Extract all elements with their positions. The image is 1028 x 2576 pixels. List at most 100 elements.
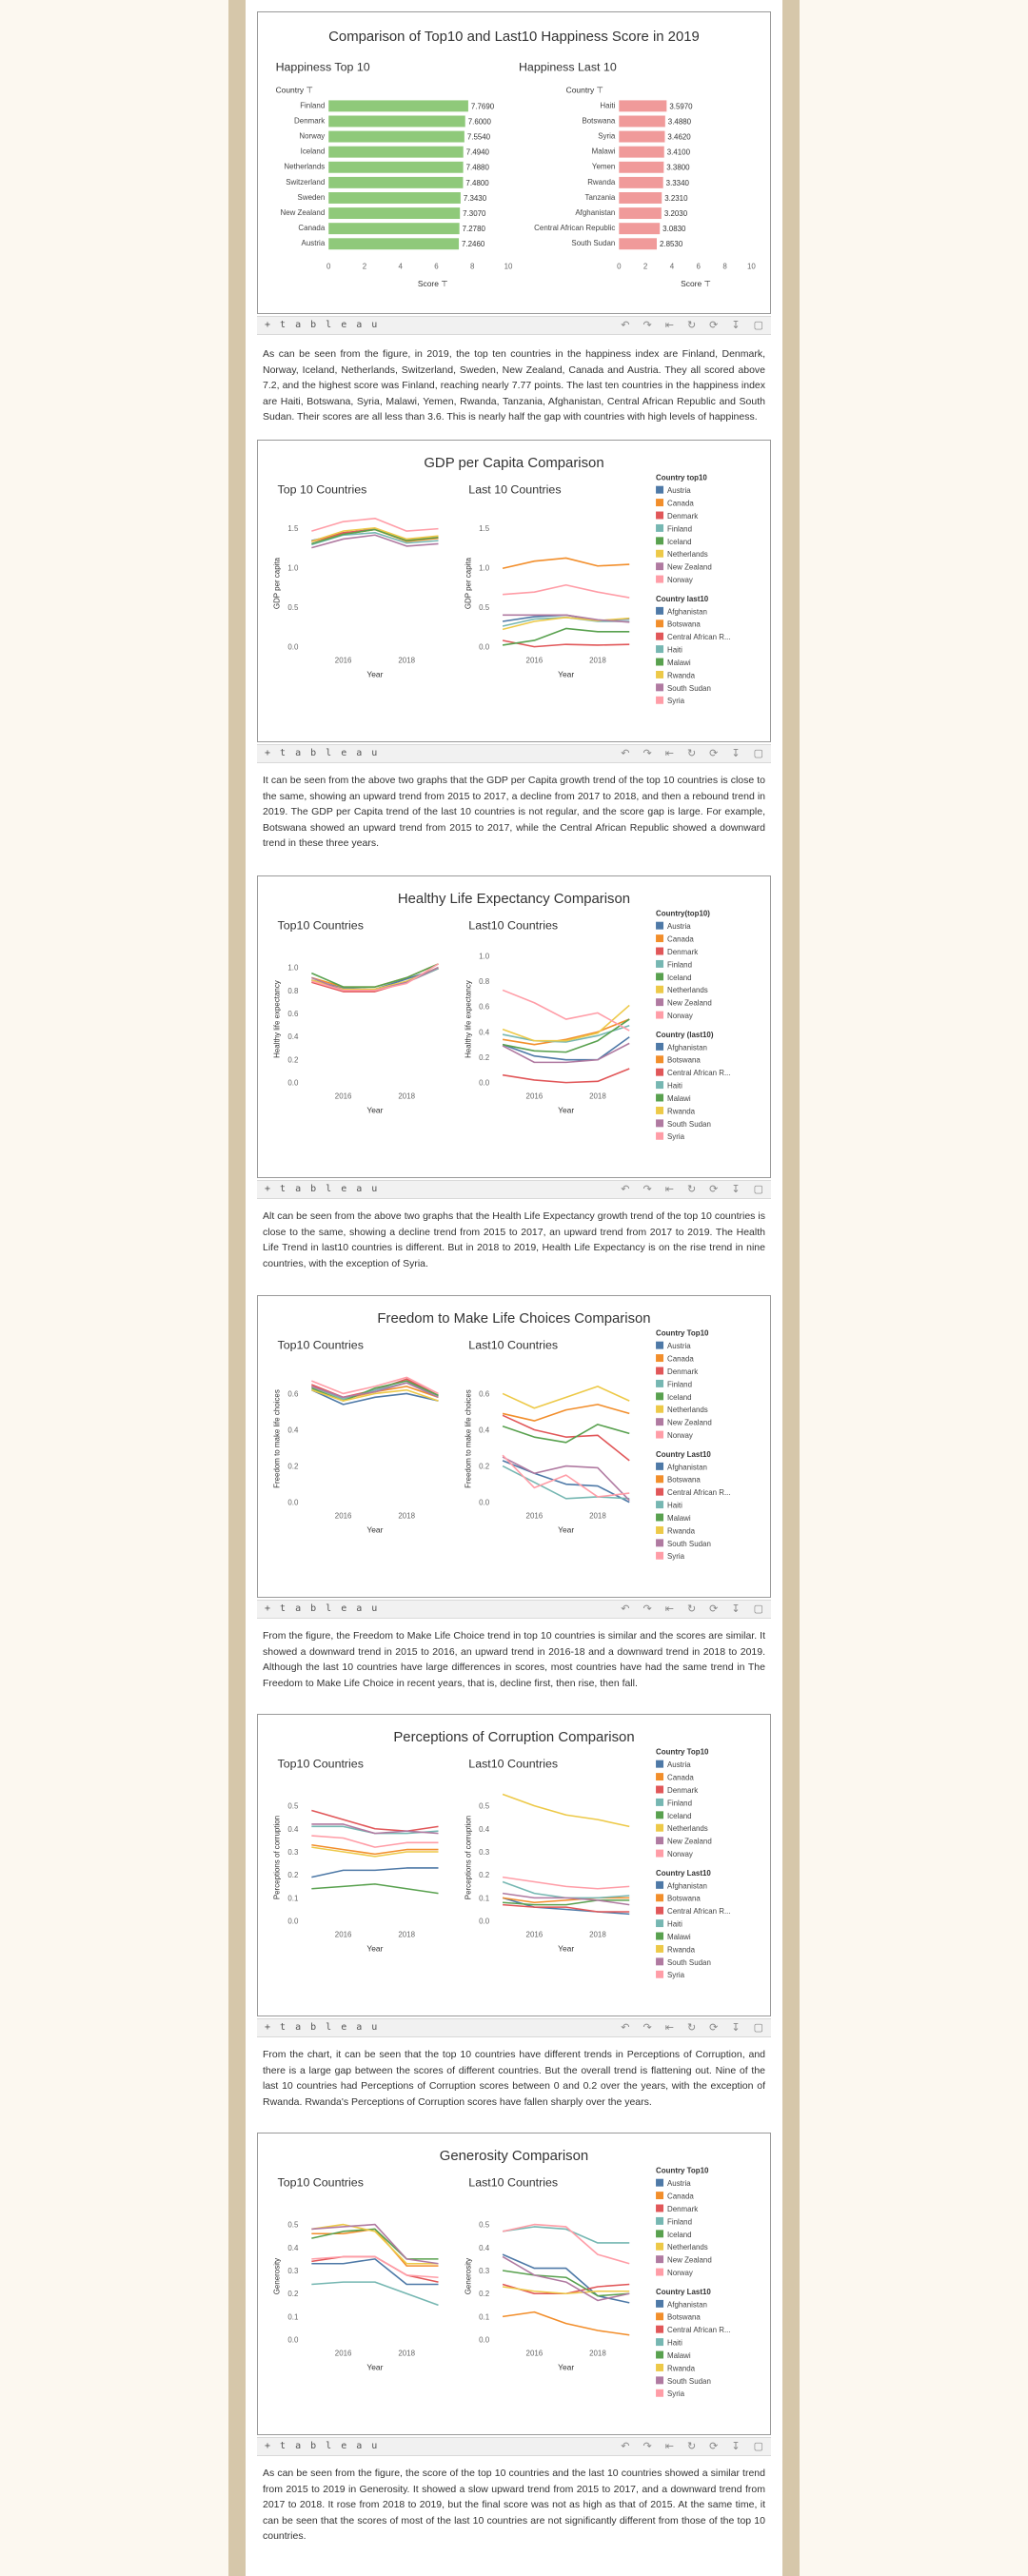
- share-icon[interactable]: ⟳: [709, 1603, 719, 1615]
- fullscreen-icon[interactable]: ▢: [753, 320, 763, 331]
- last10-y-tick-0-2: 0.2: [479, 1871, 490, 1879]
- fullscreen-icon[interactable]: ▢: [753, 1184, 763, 1195]
- gdp-per-capita-comparison-description: It can be seen from the above two graphs…: [263, 775, 765, 849]
- undo-icon[interactable]: ↶: [621, 1184, 630, 1195]
- tableau-logo[interactable]: + t a b l e a u: [265, 2022, 380, 2033]
- share-icon[interactable]: ⟳: [709, 2441, 719, 2452]
- refresh-icon[interactable]: ↻: [686, 1603, 697, 1615]
- last10-series-line-afghanistan: [502, 1460, 630, 1504]
- top10-legend-label-iceland: Iceland: [667, 973, 692, 982]
- revert-icon[interactable]: ⇤: [664, 748, 674, 759]
- last10-legend-swatch-syria: [656, 2389, 664, 2397]
- top10-value-label-switzerland: 7.4800: [465, 179, 489, 187]
- refresh-icon[interactable]: ↻: [686, 320, 697, 331]
- refresh-icon[interactable]: ↻: [686, 2441, 697, 2452]
- last10-legend-swatch-haiti: [656, 1919, 664, 1928]
- share-icon[interactable]: ⟳: [709, 320, 719, 331]
- top10-bar-new-zealand: [328, 207, 461, 220]
- last10-y-tick-0-0: 0.0: [479, 1079, 490, 1088]
- top10-y-tick-1-0: 1.0: [287, 964, 299, 973]
- redo-icon[interactable]: ↷: [642, 1603, 652, 1615]
- undo-icon[interactable]: ↶: [621, 748, 630, 759]
- undo-icon[interactable]: ↶: [621, 1603, 630, 1615]
- last10-x-tick-2016: 2016: [526, 1092, 544, 1101]
- last10-bar-yemen: [619, 161, 664, 173]
- top10-legend-label-netherlands: Netherlands: [667, 1406, 708, 1414]
- share-icon[interactable]: ⟳: [709, 2022, 719, 2034]
- share-icon[interactable]: ⟳: [709, 1184, 719, 1195]
- last10-legend-swatch-south-sudan: [656, 2376, 664, 2385]
- refresh-icon[interactable]: ↻: [686, 2022, 697, 2034]
- top10-legend-swatch-norway: [656, 1011, 664, 1019]
- download-icon[interactable]: ↧: [731, 1184, 741, 1195]
- top10-legend-label-denmark: Denmark: [667, 512, 698, 521]
- happiness-section: Comparison of Top10 and Last10 Happiness…: [246, 0, 782, 438]
- top10-x-tick-6: 6: [434, 262, 439, 270]
- refresh-icon[interactable]: ↻: [686, 1184, 697, 1195]
- redo-icon[interactable]: ↷: [642, 2022, 652, 2034]
- last10-row-header: Country ⊤: [566, 85, 603, 94]
- last10-value-label-south-sudan: 2.8530: [660, 240, 683, 248]
- generosity-comparison-viz-panel[interactable]: Generosity Comparison Top10 Countries 0.0 0…: [257, 2133, 771, 2435]
- tableau-logo[interactable]: + t a b l e a u: [265, 320, 380, 330]
- redo-icon[interactable]: ↷: [642, 2441, 652, 2452]
- download-icon[interactable]: ↧: [731, 2441, 741, 2452]
- revert-icon[interactable]: ⇤: [664, 2022, 674, 2034]
- fullscreen-icon[interactable]: ▢: [753, 2441, 763, 2452]
- revert-icon[interactable]: ⇤: [664, 2441, 674, 2452]
- last10-legend-label-afghanistan: Afghanistan: [667, 1881, 707, 1890]
- fullscreen-icon[interactable]: ▢: [753, 2022, 763, 2034]
- last10-legend-label-south-sudan: South Sudan: [667, 2377, 711, 2386]
- page-frame-right: [782, 0, 800, 2576]
- last10-x-tick-2016: 2016: [526, 657, 544, 665]
- top10-y-tick-1-5: 1.5: [287, 524, 299, 533]
- freedom-to-make-life-choices-comparison-viz-panel[interactable]: Freedom to Make Life Choices Comparison T…: [257, 1295, 771, 1598]
- download-icon[interactable]: ↧: [731, 320, 741, 331]
- last10-legend-label-malawi: Malawi: [667, 659, 691, 667]
- fullscreen-icon[interactable]: ▢: [753, 1603, 763, 1615]
- last10-bar-haiti: [619, 100, 667, 112]
- last10-x-axis-label: Year: [558, 669, 574, 678]
- healthy-life-expectancy-comparison-description: Alt can be seen from the above two graph…: [263, 1210, 765, 1269]
- top10-legend-swatch-austria: [656, 2178, 664, 2187]
- tableau-logo[interactable]: + t a b l e a u: [265, 2441, 380, 2451]
- last10-category-tanzania: Tanzania: [585, 193, 616, 202]
- top10-legend-swatch-new-zealand: [656, 1837, 664, 1845]
- last10-subtitle: Last10 Countries: [468, 1758, 558, 1771]
- generosity-comparison-line-chart: Generosity Comparison Top10 Countries 0.0 0…: [273, 2149, 731, 2398]
- undo-icon[interactable]: ↶: [621, 2441, 630, 2452]
- download-icon[interactable]: ↧: [731, 1603, 741, 1615]
- last10-y-tick-0-1: 0.1: [479, 2312, 490, 2321]
- top10-series-line-norway: [311, 517, 439, 532]
- download-icon[interactable]: ↧: [731, 2022, 741, 2034]
- happiness-viz-panel[interactable]: Comparison of Top10 and Last10 Happiness…: [257, 11, 771, 314]
- gdp-per-capita-comparison-viz-panel[interactable]: GDP per Capita Comparison Top 10 Countrie…: [257, 440, 771, 742]
- last10-y-tick-0-1: 0.1: [479, 1894, 490, 1902]
- last10-legend-label-malawi: Malawi: [667, 1514, 691, 1523]
- undo-icon[interactable]: ↶: [621, 2022, 630, 2034]
- download-icon[interactable]: ↧: [731, 748, 741, 759]
- share-icon[interactable]: ⟳: [709, 748, 719, 759]
- perceptions-of-corruption-comparison-viz-panel[interactable]: Perceptions of Corruption Comparison Top1…: [257, 1714, 771, 2016]
- tableau-logo[interactable]: + t a b l e a u: [265, 1603, 380, 1614]
- last10-series-line-malawi: [502, 2270, 630, 2297]
- tableau-logo[interactable]: + t a b l e a u: [265, 1184, 380, 1194]
- redo-icon[interactable]: ↷: [642, 1184, 652, 1195]
- chart-title: Freedom to Make Life Choices Comparison: [377, 1311, 650, 1327]
- undo-icon[interactable]: ↶: [621, 320, 630, 331]
- top10-legend-label-new-zealand: New Zealand: [667, 1838, 712, 1846]
- healthy-life-expectancy-comparison-viz-panel[interactable]: Healthy Life Expectancy Comparison Top10 …: [257, 875, 771, 1178]
- revert-icon[interactable]: ⇤: [664, 1184, 674, 1195]
- top10-series-line-austria: [311, 1388, 439, 1406]
- refresh-icon[interactable]: ↻: [686, 748, 697, 759]
- chart-title: Generosity Comparison: [440, 2149, 588, 2164]
- tableau-logo[interactable]: + t a b l e a u: [265, 748, 380, 758]
- revert-icon[interactable]: ⇤: [664, 1603, 674, 1615]
- top10-legend-swatch-finland: [656, 1379, 664, 1387]
- top10-legend-label-canada: Canada: [667, 2193, 694, 2201]
- revert-icon[interactable]: ⇤: [664, 320, 674, 331]
- redo-icon[interactable]: ↷: [642, 748, 652, 759]
- top10-legend-label-iceland: Iceland: [667, 2231, 692, 2239]
- fullscreen-icon[interactable]: ▢: [753, 748, 763, 759]
- redo-icon[interactable]: ↷: [642, 320, 652, 331]
